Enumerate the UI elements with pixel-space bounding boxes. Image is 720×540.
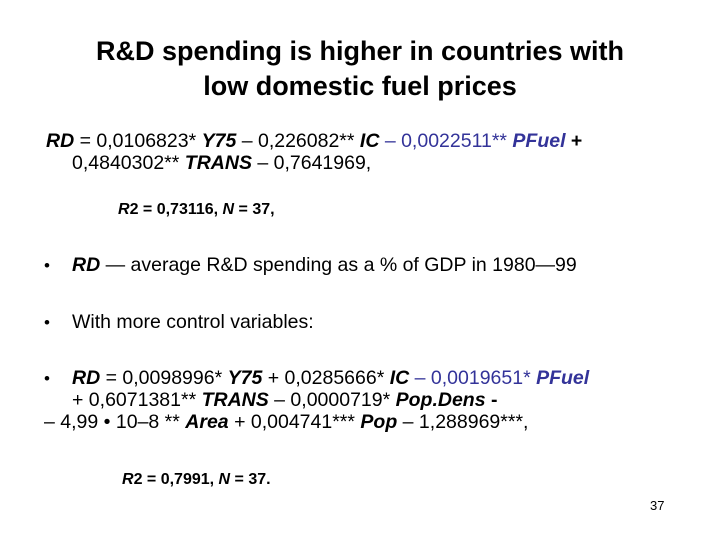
n-value: = 37. bbox=[230, 471, 271, 488]
equation-2-line-3: – 4,99 • 10–8 ** Area + 0,004741*** Pop … bbox=[44, 411, 528, 433]
bullet-control-variables: • With more control variables: bbox=[44, 311, 314, 334]
var-popdens: Pop.Dens bbox=[395, 389, 486, 411]
n-label: N bbox=[218, 471, 231, 488]
var-rd: RD bbox=[46, 130, 75, 152]
var-pfuel: PFuel bbox=[512, 130, 566, 152]
coef-text: – 0,0000719* bbox=[268, 389, 396, 411]
var-area: Area bbox=[185, 411, 229, 433]
coef-text: + 0,6071381** bbox=[72, 389, 202, 411]
equation-2-line-1: • RD = 0,0098996* Y75 + 0,0285666* IC – 0… bbox=[44, 367, 589, 390]
coef-text: = 0,0106823* bbox=[74, 130, 202, 152]
n-value: = 37, bbox=[234, 201, 275, 218]
bullet-icon: • bbox=[44, 313, 50, 332]
coef-text: + 0,004741*** bbox=[228, 411, 361, 433]
bullet-text: With more control variables: bbox=[72, 311, 314, 333]
coef-text: – 0,7641969, bbox=[251, 152, 372, 174]
coef-text-highlighted: – 0,0022511** bbox=[379, 130, 513, 152]
var-y75: Y75 bbox=[201, 130, 237, 152]
var-pfuel: PFuel bbox=[536, 367, 590, 389]
title-line-1: R&D spending is higher in countries with bbox=[95, 36, 625, 66]
equation-2-stats: R2 = 0,7991, N = 37. bbox=[122, 471, 271, 489]
equation-1-line-2: 0,4840302** TRANS – 0,7641969, bbox=[72, 152, 371, 174]
equation-2-line-2: + 0,6071381** TRANS – 0,0000719* Pop.Den… bbox=[72, 389, 497, 411]
operator: + bbox=[565, 130, 583, 152]
bullet-rd-definition: • RD — average R&D spending as a % of GDP… bbox=[44, 254, 577, 277]
equation-1-stats: R2 = 0,73116, N = 37, bbox=[118, 201, 275, 219]
slide-title: R&D spending is higher in countries with… bbox=[0, 34, 720, 104]
coef-text: – 4,99 • 10–8 ** bbox=[44, 411, 186, 433]
var-y75: Y75 bbox=[227, 367, 263, 389]
var-rd: RD bbox=[72, 367, 101, 389]
var-trans: TRANS bbox=[184, 152, 252, 174]
bullet-icon: • bbox=[44, 369, 50, 388]
var-rd: RD bbox=[72, 254, 101, 276]
bullet-text: — average R&D spending as a % of GDP in … bbox=[100, 254, 577, 276]
coef-text: = 0,0098996* bbox=[100, 367, 228, 389]
r2-value: 2 = 0,73116, bbox=[129, 201, 223, 218]
operator: - bbox=[485, 389, 498, 411]
coef-text: + 0,0285666* bbox=[262, 367, 390, 389]
r2-value: 2 = 0,7991, bbox=[133, 471, 219, 488]
page-number: 37 bbox=[650, 498, 665, 513]
bullet-icon: • bbox=[44, 256, 50, 275]
var-ic: IC bbox=[389, 367, 410, 389]
var-ic: IC bbox=[359, 130, 380, 152]
title-line-2: low domestic fuel prices bbox=[203, 71, 517, 101]
coef-text: 0,4840302** bbox=[72, 152, 185, 174]
equation-1-line-1: RD = 0,0106823* Y75 – 0,226082** IC – 0,… bbox=[46, 130, 582, 152]
coef-text-highlighted: – 0,0019651* bbox=[409, 367, 537, 389]
coef-text: – 1,288969***, bbox=[397, 411, 529, 433]
r2-label: R bbox=[122, 471, 134, 488]
coef-text: – 0,226082** bbox=[236, 130, 360, 152]
r2-label: R bbox=[118, 201, 130, 218]
var-pop: Pop bbox=[360, 411, 398, 433]
n-label: N bbox=[222, 201, 235, 218]
var-trans: TRANS bbox=[201, 389, 269, 411]
